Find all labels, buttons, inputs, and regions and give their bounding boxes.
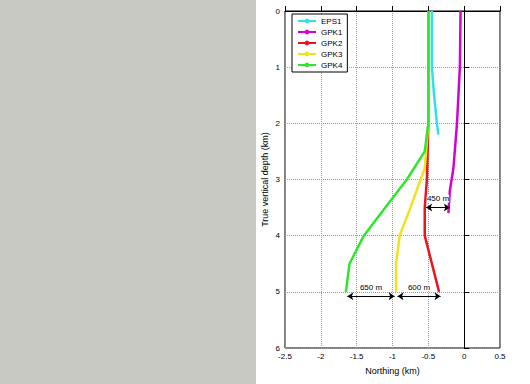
svg-text:-1.5: -1.5 [350, 352, 364, 361]
svg-text:6: 6 [275, 343, 280, 353]
svg-text:Northing (km): Northing (km) [365, 366, 420, 376]
svg-text:-2.5: -2.5 [278, 352, 292, 361]
svg-text:1: 1 [276, 63, 281, 72]
svg-text:-1: -1 [389, 352, 397, 361]
svg-text:600 m: 600 m [408, 283, 431, 292]
svg-text:True vertical depth (km): True vertical depth (km) [260, 132, 270, 227]
svg-text:GPK4: GPK4 [321, 61, 343, 70]
svg-text:2: 2 [276, 119, 281, 128]
svg-text:EPS1: EPS1 [321, 17, 342, 26]
svg-text:450 m: 450 m [427, 194, 450, 203]
svg-text:GPK1: GPK1 [321, 28, 343, 37]
svg-text:-0.5: -0.5 [421, 352, 435, 361]
svg-text:GPK2: GPK2 [321, 39, 343, 48]
svg-text:GPK3: GPK3 [321, 50, 343, 59]
svg-text:3: 3 [276, 175, 281, 184]
svg-text:5: 5 [276, 287, 281, 296]
svg-text:0.5: 0.5 [494, 352, 506, 361]
svg-text:0: 0 [276, 7, 281, 16]
svg-text:0: 0 [462, 352, 467, 361]
svg-text:4: 4 [276, 231, 281, 240]
svg-text:-2: -2 [317, 352, 325, 361]
svg-text:650 m: 650 m [360, 283, 383, 292]
